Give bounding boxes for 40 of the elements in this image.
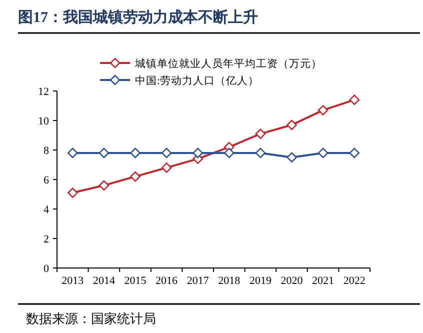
- y-tick-label: 4: [44, 204, 50, 216]
- point: [255, 128, 266, 139]
- x-tick-label: 2018: [218, 275, 241, 287]
- title: 图17：我国城镇劳动力成本不断上升: [18, 10, 258, 26]
- x-tick-label: 2020: [280, 275, 304, 287]
- annotation: 数据来源：国家统计局: [26, 311, 156, 326]
- y-tick-label: 2: [44, 234, 49, 246]
- y-tick-label: 6: [44, 174, 50, 186]
- point: [68, 188, 78, 198]
- point: [255, 148, 266, 158]
- x-tick-label: 2017: [186, 275, 210, 287]
- point: [98, 148, 110, 158]
- x-tick-label: 2014: [92, 275, 116, 287]
- point: [192, 148, 203, 158]
- y-tick-label: 10: [38, 116, 50, 128]
- point: [286, 152, 297, 163]
- point: [318, 148, 328, 158]
- plot: 0 2 4 6 8 10 12 2013 2014 2015 2016 2017 2018 2019 2020 2021 2022: [38, 86, 370, 287]
- point: [130, 148, 140, 158]
- point: [224, 148, 234, 158]
- point: [318, 105, 328, 116]
- x-tick-label: 2013: [62, 275, 84, 287]
- y-tick-label: 0: [44, 263, 50, 275]
- point: [349, 94, 360, 105]
- point: [161, 148, 172, 158]
- legend-label: 中国:劳动力人口（亿人）: [135, 74, 259, 87]
- y-tick-label: 8: [44, 145, 50, 157]
- x-tick-label: 2019: [249, 275, 272, 287]
- point: [349, 148, 360, 158]
- point: [68, 148, 78, 158]
- x-tick-label: 2022: [343, 275, 366, 287]
- legend-label: 城镇单位就业人员年平均工资（万元）: [134, 57, 322, 70]
- point: [130, 171, 140, 182]
- point: [98, 180, 110, 191]
- point: [286, 120, 297, 130]
- x-tick-label: 2021: [312, 275, 334, 287]
- point: [161, 162, 172, 173]
- x-tick-label: 2015: [124, 275, 147, 287]
- x-tick-label: 2016: [156, 275, 178, 287]
- y-tick-label: 12: [38, 86, 49, 98]
